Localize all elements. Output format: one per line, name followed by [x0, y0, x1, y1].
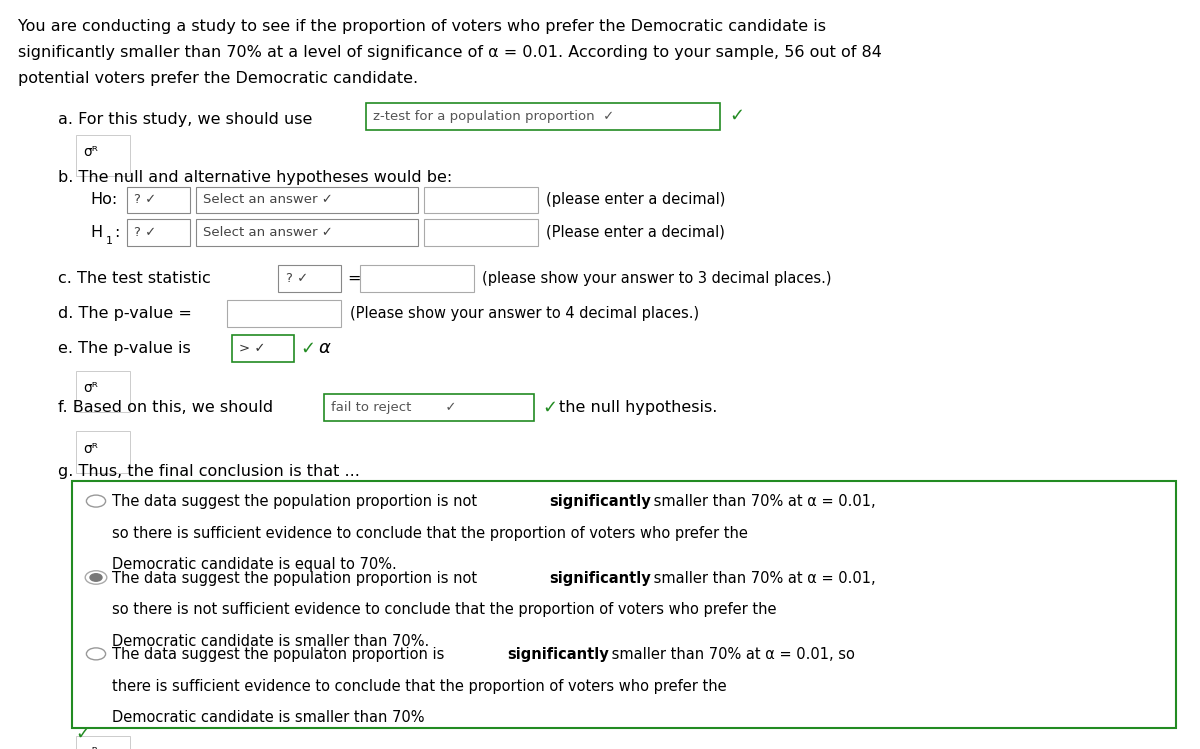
Text: The data suggest the population proportion is not: The data suggest the population proporti… [112, 494, 481, 509]
Text: > ✓: > ✓ [239, 342, 265, 355]
FancyBboxPatch shape [424, 187, 538, 213]
FancyBboxPatch shape [232, 335, 294, 362]
Text: σᴿ: σᴿ [83, 381, 97, 395]
FancyBboxPatch shape [366, 103, 720, 130]
Text: ✓: ✓ [542, 398, 558, 416]
Text: smaller than 70% at α = 0.01,: smaller than 70% at α = 0.01, [649, 494, 876, 509]
Circle shape [90, 574, 102, 581]
Text: b. The null and alternative hypotheses would be:: b. The null and alternative hypotheses w… [58, 170, 452, 185]
Text: σᴿ: σᴿ [83, 746, 97, 749]
FancyBboxPatch shape [76, 736, 130, 749]
Text: significantly: significantly [508, 647, 610, 662]
Text: (Please show your answer to 4 decimal places.): (Please show your answer to 4 decimal pl… [350, 306, 700, 321]
Text: =: = [347, 271, 360, 286]
FancyBboxPatch shape [127, 219, 190, 246]
Text: α: α [318, 339, 330, 357]
Text: potential voters prefer the Democratic candidate.: potential voters prefer the Democratic c… [18, 71, 418, 86]
Text: The data suggest the population proportion is not: The data suggest the population proporti… [112, 571, 481, 586]
Text: significantly: significantly [550, 571, 652, 586]
FancyBboxPatch shape [196, 219, 418, 246]
Text: c. The test statistic: c. The test statistic [58, 271, 210, 286]
FancyBboxPatch shape [196, 187, 418, 213]
FancyBboxPatch shape [360, 265, 474, 292]
FancyBboxPatch shape [127, 187, 190, 213]
Text: Democratic candidate is equal to 70%.: Democratic candidate is equal to 70%. [112, 557, 396, 572]
Text: fail to reject        ✓: fail to reject ✓ [331, 401, 457, 414]
FancyBboxPatch shape [324, 394, 534, 421]
Text: Select an answer ✓: Select an answer ✓ [203, 225, 332, 239]
Text: there is sufficient evidence to conclude that the proportion of voters who prefe: there is sufficient evidence to conclude… [112, 679, 726, 694]
Text: ✓: ✓ [76, 724, 91, 742]
Text: The data suggest the populaton proportion is: The data suggest the populaton proportio… [112, 647, 449, 662]
Text: d. The p-value =: d. The p-value = [58, 306, 192, 321]
Text: H: H [90, 225, 102, 240]
Text: smaller than 70% at α = 0.01, so: smaller than 70% at α = 0.01, so [607, 647, 856, 662]
Text: so there is not sufficient evidence to conclude that the proportion of voters wh: so there is not sufficient evidence to c… [112, 602, 776, 617]
Text: Ho:: Ho: [90, 192, 118, 207]
Text: (please show your answer to 3 decimal places.): (please show your answer to 3 decimal pl… [482, 271, 832, 286]
Text: Democratic candidate is smaller than 70%: Democratic candidate is smaller than 70% [112, 710, 424, 725]
Text: ✓: ✓ [730, 107, 745, 125]
Text: :: : [114, 225, 119, 240]
Text: Select an answer ✓: Select an answer ✓ [203, 193, 332, 207]
FancyBboxPatch shape [424, 219, 538, 246]
Text: (Please enter a decimal): (Please enter a decimal) [546, 225, 725, 240]
Text: ✓: ✓ [300, 339, 316, 357]
Text: smaller than 70% at α = 0.01,: smaller than 70% at α = 0.01, [649, 571, 876, 586]
Text: Democratic candidate is smaller than 70%.: Democratic candidate is smaller than 70%… [112, 634, 428, 649]
Text: e. The p-value is: e. The p-value is [58, 341, 191, 356]
Text: 1: 1 [106, 236, 113, 246]
FancyBboxPatch shape [227, 300, 341, 327]
FancyBboxPatch shape [76, 371, 130, 412]
FancyBboxPatch shape [72, 481, 1176, 728]
Text: σᴿ: σᴿ [83, 145, 97, 160]
Text: significantly smaller than 70% at a level of significance of α = 0.01. According: significantly smaller than 70% at a leve… [18, 45, 882, 60]
Text: z-test for a population proportion  ✓: z-test for a population proportion ✓ [373, 109, 614, 123]
FancyBboxPatch shape [76, 431, 130, 473]
Text: ? ✓: ? ✓ [134, 225, 157, 239]
Text: ? ✓: ? ✓ [134, 193, 157, 207]
Text: so there is sufficient evidence to conclude that the proportion of voters who pr: so there is sufficient evidence to concl… [112, 526, 748, 541]
Text: σᴿ: σᴿ [83, 442, 97, 456]
Text: the null hypothesis.: the null hypothesis. [559, 400, 718, 415]
Text: (please enter a decimal): (please enter a decimal) [546, 192, 725, 207]
Text: g. Thus, the final conclusion is that ...: g. Thus, the final conclusion is that ..… [58, 464, 360, 479]
Text: You are conducting a study to see if the proportion of voters who prefer the Dem: You are conducting a study to see if the… [18, 19, 826, 34]
Text: ? ✓: ? ✓ [286, 272, 308, 285]
Text: significantly: significantly [550, 494, 652, 509]
Text: a. For this study, we should use: a. For this study, we should use [58, 112, 312, 127]
FancyBboxPatch shape [76, 135, 130, 176]
Text: f. Based on this, we should: f. Based on this, we should [58, 400, 272, 415]
FancyBboxPatch shape [278, 265, 341, 292]
